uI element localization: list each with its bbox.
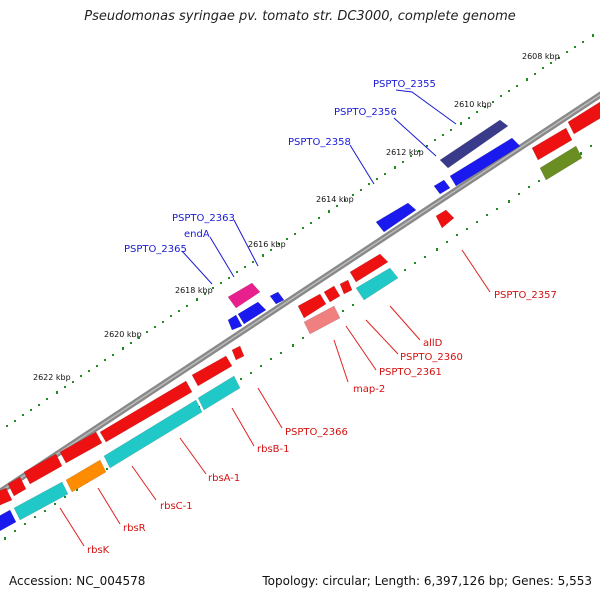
gene-arrow [227,282,261,309]
gene-label-bottom: allD [423,338,443,349]
gene-arrow [227,314,243,331]
gene-arrow [99,380,193,443]
gene-arrow [103,399,203,469]
gene-arrow [269,291,285,305]
tick-label: 2618 kbp [175,286,213,295]
gene-arrow [197,375,241,411]
gene-label-bottom: PSPTO_2361 [379,367,442,378]
gene-arrow [303,305,341,335]
inner-scale-dots [4,145,592,540]
accession-text: Accession: NC_004578 [9,574,146,588]
inner-strand-genes [0,145,583,532]
gene-arrow [191,355,233,387]
gene-arrow [567,101,600,135]
gene-arrow [65,459,107,493]
gene-arrow [323,285,341,303]
gene-arrow [539,145,583,181]
gene-arrow [449,137,521,187]
gene-arrow [433,179,451,195]
gene-label-top: PSPTO_2355 [373,79,436,90]
gene-arrow [59,431,103,464]
gene-arrow [0,509,17,532]
gene-arrow [23,453,63,485]
gene-arrow [375,202,417,233]
gene-label-top: PSPTO_2365 [124,244,187,255]
tick-label: 2616 kbp [248,240,286,249]
gene-arrow [355,267,399,301]
gene-label-top: PSPTO_2358 [288,137,351,148]
gene-arrow [0,487,13,506]
gene-label-top: PSPTO_2356 [334,107,397,118]
gene-arrow [237,301,267,325]
genome-summary-text: Topology: circular; Length: 6,397,126 bp… [262,574,592,588]
gene-label-bottom: rbsR [123,523,146,534]
outer-scale-dots [6,34,594,427]
tick-label: 2620 kbp [104,330,142,339]
gene-arrow [231,345,245,361]
gene-label-top: PSPTO_2363 [172,213,235,224]
tick-label: 2614 kbp [316,195,354,204]
gene-label-bottom: rbsA-1 [208,473,240,484]
genome-title: Pseudomonas syringae pv. tomato str. DC3… [84,9,516,24]
gene-arrow [13,481,69,521]
gene-arrow [339,279,353,295]
gene-label-bottom: rbsC-1 [160,501,193,512]
gene-label-top: endA [184,229,210,240]
gene-arrow [297,293,327,319]
outer-strand-genes [0,101,600,506]
gene-arrow [531,127,573,161]
tick-label: 2622 kbp [33,373,71,382]
tick-label: 2608 kbp [522,52,560,61]
tick-label: 2610 kbp [454,100,492,109]
gene-arrow [349,253,389,283]
gene-arrow [7,476,27,497]
gene-arrow [439,119,509,169]
gene-label-bottom: PSPTO_2357 [494,290,557,301]
gene-label-bottom: map-2 [353,384,385,395]
tick-label: 2612 kbp [386,148,424,157]
gene-label-bottom: PSPTO_2360 [400,352,463,363]
gene-label-bottom: rbsK [87,545,110,556]
gene-label-bottom: PSPTO_2366 [285,427,348,438]
gene-label-bottom: rbsB-1 [257,444,290,455]
gene-arrow [435,209,455,229]
